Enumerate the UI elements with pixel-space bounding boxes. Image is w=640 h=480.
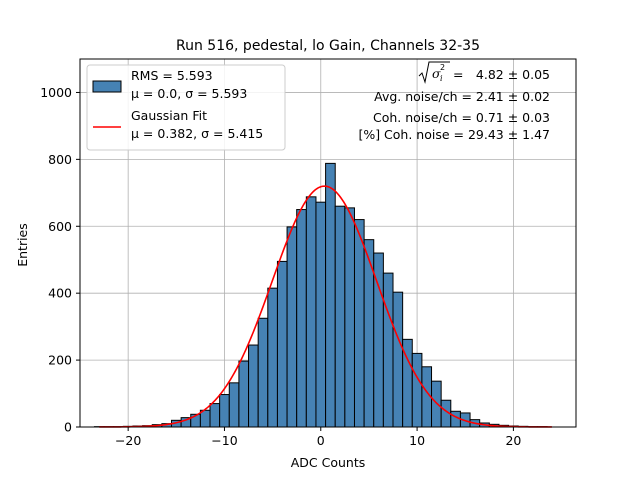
annotation-avg-noise: Avg. noise/ch = 2.41 ± 0.02: [374, 89, 550, 104]
histogram-bar: [276, 260, 288, 428]
x-tick-label: 0: [317, 433, 325, 448]
svg-text:i: i: [440, 74, 443, 83]
histogram-bar: [382, 272, 394, 428]
plot-frame: [79, 58, 577, 428]
histogram-bar: [334, 205, 346, 428]
histogram-bar: [353, 219, 365, 428]
legend-label-fit-stats: μ = 0.382, σ = 5.415: [131, 126, 263, 141]
histogram-bar: [228, 382, 240, 428]
histogram-bar: [392, 291, 404, 428]
legend-box: [86, 64, 286, 151]
legend-label-histogram: RMS = 5.593: [131, 68, 213, 83]
legend-label-histogram-stats: μ = 0.0, σ = 5.593: [131, 86, 247, 101]
y-axis-label: Entries: [15, 223, 30, 267]
svg-text:σ: σ: [432, 66, 441, 81]
histogram-bar: [296, 209, 307, 428]
noise-annotations: 4.82 ± 0.05 σ i 2 = Avg. noise/ch = 2.41…: [358, 61, 550, 142]
chart-title: Run 516, pedestal, lo Gain, Channels 32-…: [176, 38, 480, 54]
histogram-bars: [93, 162, 548, 428]
svg-text:=: =: [453, 67, 463, 82]
annotation-sigma-value: 4.82 ± 0.05: [476, 67, 550, 82]
histogram-bar: [219, 394, 230, 428]
gaussian-fit-curve: [99, 185, 552, 428]
sqrt-sigma-symbol: σ i 2: [418, 61, 450, 84]
x-tick-label: 10: [409, 433, 425, 448]
histogram-bar: [305, 196, 317, 428]
histogram-bar: [344, 207, 355, 428]
annotation-coh-noise: Coh. noise/ch = 0.71 ± 0.03: [373, 110, 550, 125]
y-tick-label: 600: [48, 219, 72, 234]
legend-swatch-histogram: [92, 80, 122, 93]
x-axis-ticks: −20 −10 0 10 20: [115, 427, 521, 448]
histogram-bar: [267, 287, 278, 428]
legend-label-fit: Gaussian Fit: [131, 108, 207, 123]
y-tick-label: 200: [48, 353, 72, 368]
histogram-bar: [257, 317, 269, 428]
histogram-bar: [286, 226, 298, 428]
histogram-bar: [238, 360, 250, 428]
x-axis-label: ADC Counts: [291, 455, 366, 470]
x-tick-label: 20: [505, 433, 521, 448]
histogram-bar: [431, 380, 442, 428]
annotation-sigma-row: 4.82 ± 0.05 σ i 2 =: [418, 61, 550, 84]
x-tick-label: −20: [115, 433, 141, 448]
y-tick-label: 400: [48, 286, 72, 301]
legend: RMS = 5.593 μ = 0.0, σ = 5.593 Gaussian …: [86, 64, 286, 151]
histogram-bar: [325, 162, 336, 428]
y-axis-ticks: 0 200 400 600 800 1000: [40, 85, 80, 435]
y-tick-label: 0: [64, 420, 72, 435]
histogram-bar: [315, 201, 327, 428]
histogram-bar: [209, 403, 221, 428]
y-tick-label: 800: [48, 152, 72, 167]
y-tick-label: 1000: [40, 85, 72, 100]
svg-text:2: 2: [440, 63, 445, 72]
x-tick-label: −10: [211, 433, 237, 448]
histogram-bar: [411, 352, 423, 428]
annotation-coh-noise-percent: [%] Coh. noise = 29.43 ± 1.47: [358, 127, 550, 142]
histogram-bar: [248, 344, 259, 428]
